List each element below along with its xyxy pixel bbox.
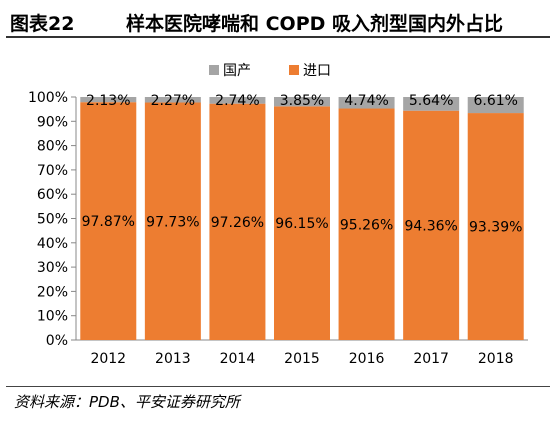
y-tick-label: 100%: [28, 90, 68, 106]
legend-label: 国产: [223, 63, 251, 79]
data-label-domestic: 6.61%: [473, 93, 517, 109]
x-tick-label: 2016: [349, 351, 385, 367]
x-tick-label: 2013: [155, 351, 191, 367]
y-tick-label: 60%: [37, 187, 68, 203]
data-label-domestic: 2.27%: [151, 93, 195, 109]
x-tick-label: 2014: [220, 351, 256, 367]
legend-label: 进口: [303, 63, 331, 79]
bar-import: [80, 102, 137, 340]
y-tick-label: 10%: [37, 309, 68, 325]
data-label-import: 94.36%: [404, 218, 457, 234]
x-tick-label: 2018: [478, 351, 514, 367]
bar-import: [274, 106, 330, 340]
bar-domestic: [338, 97, 395, 109]
footer-divider: [6, 386, 550, 387]
bar-import: [209, 103, 266, 340]
bar-domestic: [209, 97, 266, 104]
data-label-import: 93.39%: [469, 220, 522, 236]
stacked-bar-chart: 国产 进口 0% 10% 20% 30% 40% 50% 60% 70% 80% 90% 100% 97.…: [28, 63, 528, 367]
data-label-import: 97.87%: [82, 214, 135, 230]
chart-title: 样本医院哮喘和 COPD 吸入剂型国内外占比: [126, 13, 504, 35]
bar-import: [338, 108, 395, 340]
data-label-domestic: 4.74%: [344, 93, 388, 109]
x-tick-label: 2017: [413, 351, 449, 367]
bar-import: [144, 102, 201, 340]
source-note: 资料来源：PDB、平安证券研究所: [14, 393, 240, 411]
bar-import: [403, 110, 460, 340]
y-tick-label: 80%: [37, 139, 68, 155]
x-tick-label: 2015: [284, 351, 320, 367]
y-tick-label: 20%: [37, 284, 68, 300]
figure-number: 图表22: [10, 13, 75, 35]
data-label-import: 97.26%: [211, 215, 264, 231]
legend-swatch: [289, 65, 299, 75]
y-tick-label: 40%: [37, 236, 68, 252]
data-label-import: 97.73%: [146, 214, 199, 230]
bar-domestic: [144, 97, 201, 103]
bar-domestic: [274, 97, 330, 107]
bar-domestic: [467, 97, 524, 114]
y-tick-label: 70%: [37, 163, 68, 179]
bar-import: [467, 113, 524, 340]
data-label-import: 96.15%: [275, 216, 328, 232]
legend-swatch: [209, 65, 219, 75]
title-bar: 图表22 样本医院哮喘和 COPD 吸入剂型国内外占比: [6, 4, 550, 38]
data-label-domestic: 2.13%: [86, 93, 130, 109]
bar-domestic: [80, 97, 137, 103]
y-tick-label: 0%: [46, 333, 68, 349]
y-tick-label: 30%: [37, 260, 68, 276]
data-label-import: 95.26%: [340, 217, 393, 233]
y-tick-label: 50%: [37, 212, 68, 228]
y-tick-label: 90%: [37, 114, 68, 130]
data-label-domestic: 5.64%: [409, 93, 453, 109]
data-label-domestic: 2.74%: [215, 93, 259, 109]
x-tick-label: 2012: [90, 351, 126, 367]
data-label-domestic: 3.85%: [280, 93, 324, 109]
bar-domestic: [403, 97, 460, 111]
